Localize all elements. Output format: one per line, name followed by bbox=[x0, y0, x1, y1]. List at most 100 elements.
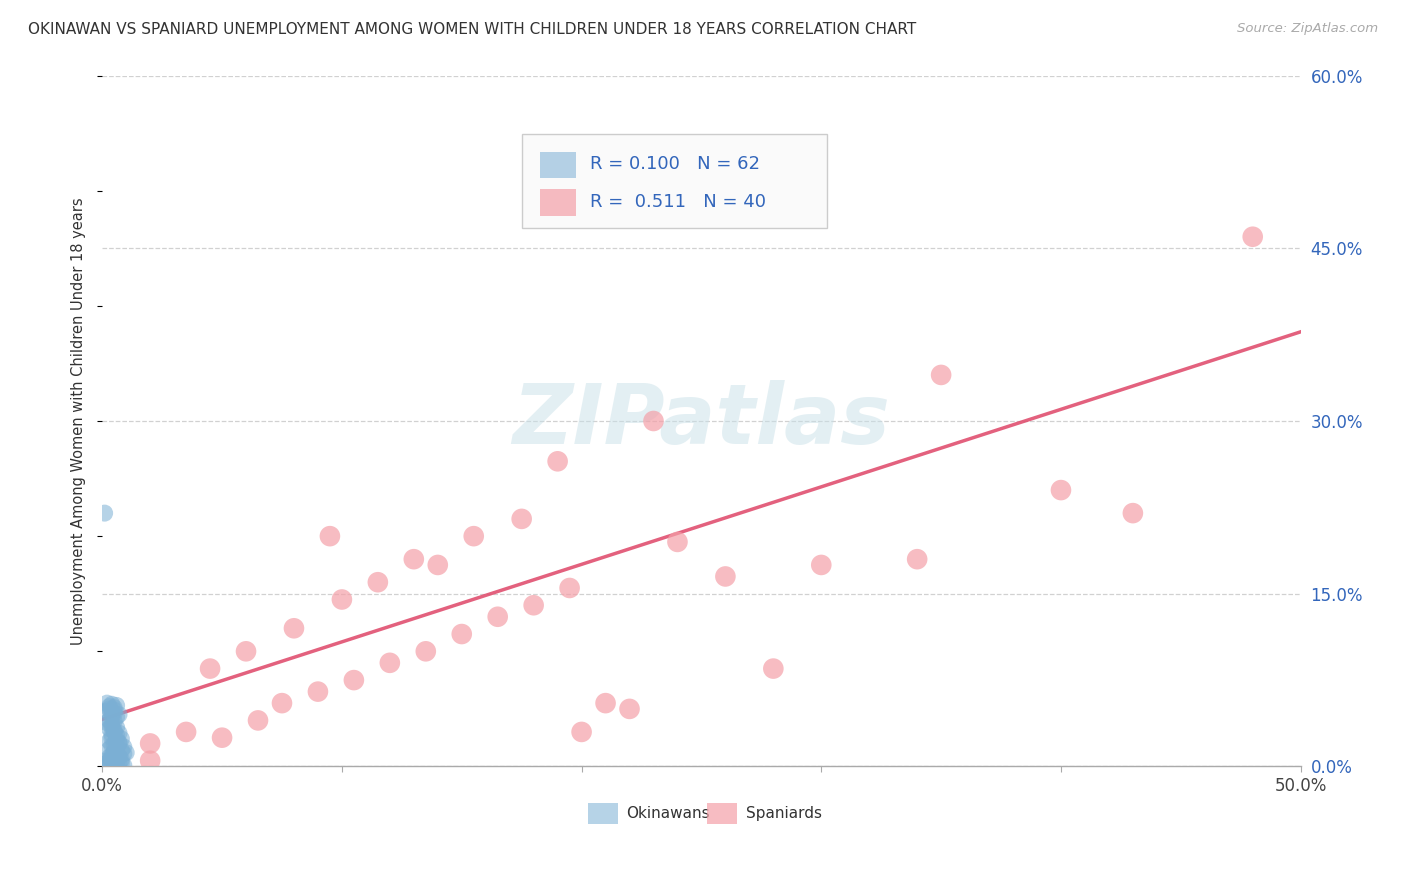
Point bbox=[1050, 483, 1073, 497]
Point bbox=[101, 717, 124, 731]
Point bbox=[139, 736, 162, 750]
Point bbox=[101, 719, 124, 733]
Point bbox=[112, 747, 135, 761]
Point bbox=[105, 758, 128, 772]
Bar bbox=[588, 803, 617, 824]
Point bbox=[283, 621, 305, 635]
Point bbox=[139, 754, 162, 768]
Point bbox=[105, 751, 128, 765]
Point bbox=[103, 714, 125, 729]
Point bbox=[103, 744, 125, 758]
Point bbox=[101, 747, 124, 762]
FancyBboxPatch shape bbox=[522, 135, 827, 227]
Point bbox=[108, 757, 131, 772]
Point bbox=[105, 710, 128, 724]
Point bbox=[714, 184, 737, 198]
Point bbox=[98, 742, 121, 756]
Point bbox=[96, 696, 118, 710]
Point bbox=[101, 698, 124, 712]
Point bbox=[108, 726, 131, 740]
Point bbox=[378, 656, 401, 670]
Point bbox=[105, 720, 128, 734]
Point bbox=[105, 698, 128, 713]
Point bbox=[96, 704, 118, 718]
Point bbox=[101, 739, 124, 753]
Point bbox=[174, 725, 197, 739]
Point bbox=[343, 673, 366, 687]
Point bbox=[595, 149, 617, 163]
Y-axis label: Unemployment Among Women with Children Under 18 years: Unemployment Among Women with Children U… bbox=[72, 197, 86, 645]
Point bbox=[105, 733, 128, 747]
Text: Spaniards: Spaniards bbox=[745, 806, 821, 821]
Point bbox=[98, 757, 121, 772]
Point bbox=[714, 569, 737, 583]
Bar bbox=[540, 189, 575, 216]
Point bbox=[98, 714, 121, 728]
Point bbox=[450, 627, 472, 641]
Point bbox=[101, 751, 124, 765]
Point bbox=[101, 755, 124, 769]
Point bbox=[110, 731, 132, 746]
Point bbox=[486, 609, 509, 624]
Point bbox=[247, 714, 270, 728]
Point bbox=[112, 739, 135, 754]
Point bbox=[101, 727, 124, 741]
Point bbox=[103, 738, 125, 752]
Point bbox=[211, 731, 233, 745]
Point bbox=[98, 734, 121, 748]
Point bbox=[595, 696, 617, 710]
Point bbox=[271, 696, 294, 710]
Point bbox=[101, 706, 124, 720]
Point bbox=[103, 723, 125, 738]
Text: R =  0.511   N = 40: R = 0.511 N = 40 bbox=[591, 193, 766, 211]
Text: OKINAWAN VS SPANIARD UNEMPLOYMENT AMONG WOMEN WITH CHILDREN UNDER 18 YEARS CORRE: OKINAWAN VS SPANIARD UNEMPLOYMENT AMONG … bbox=[28, 22, 917, 37]
Point bbox=[108, 750, 131, 764]
Point bbox=[558, 581, 581, 595]
Point bbox=[108, 735, 131, 749]
Point bbox=[103, 706, 125, 721]
Point bbox=[810, 558, 832, 572]
Point bbox=[108, 707, 131, 722]
Text: R = 0.100   N = 62: R = 0.100 N = 62 bbox=[591, 155, 761, 173]
Point bbox=[110, 753, 132, 767]
Text: ZIPatlas: ZIPatlas bbox=[513, 381, 890, 461]
Point bbox=[98, 702, 121, 716]
Point bbox=[96, 754, 118, 768]
Point bbox=[115, 746, 138, 760]
Point bbox=[762, 662, 785, 676]
Point bbox=[619, 702, 641, 716]
Point bbox=[108, 749, 131, 764]
Point bbox=[643, 414, 665, 428]
Point bbox=[98, 699, 121, 714]
Point bbox=[547, 454, 569, 468]
Point bbox=[103, 756, 125, 770]
Point bbox=[98, 722, 121, 736]
Point bbox=[319, 529, 342, 543]
Point bbox=[101, 731, 124, 745]
Text: Okinawans: Okinawans bbox=[626, 806, 710, 821]
Point bbox=[105, 728, 128, 742]
Point bbox=[105, 741, 128, 756]
Point bbox=[198, 662, 221, 676]
Point bbox=[929, 368, 952, 382]
Point bbox=[666, 535, 689, 549]
Point bbox=[510, 512, 533, 526]
Point bbox=[110, 756, 132, 770]
Point bbox=[98, 750, 121, 764]
Point bbox=[523, 599, 546, 613]
Point bbox=[426, 558, 449, 572]
Point bbox=[905, 552, 928, 566]
Point bbox=[1122, 506, 1144, 520]
Point bbox=[330, 592, 353, 607]
Point bbox=[96, 715, 118, 730]
Point bbox=[103, 703, 125, 717]
Point bbox=[103, 700, 125, 714]
Point bbox=[1241, 229, 1264, 244]
Point bbox=[96, 756, 118, 770]
Point bbox=[101, 708, 124, 723]
Bar bbox=[540, 153, 575, 178]
Bar bbox=[707, 803, 737, 824]
Point bbox=[112, 758, 135, 772]
Point bbox=[108, 736, 131, 750]
Point bbox=[110, 743, 132, 757]
